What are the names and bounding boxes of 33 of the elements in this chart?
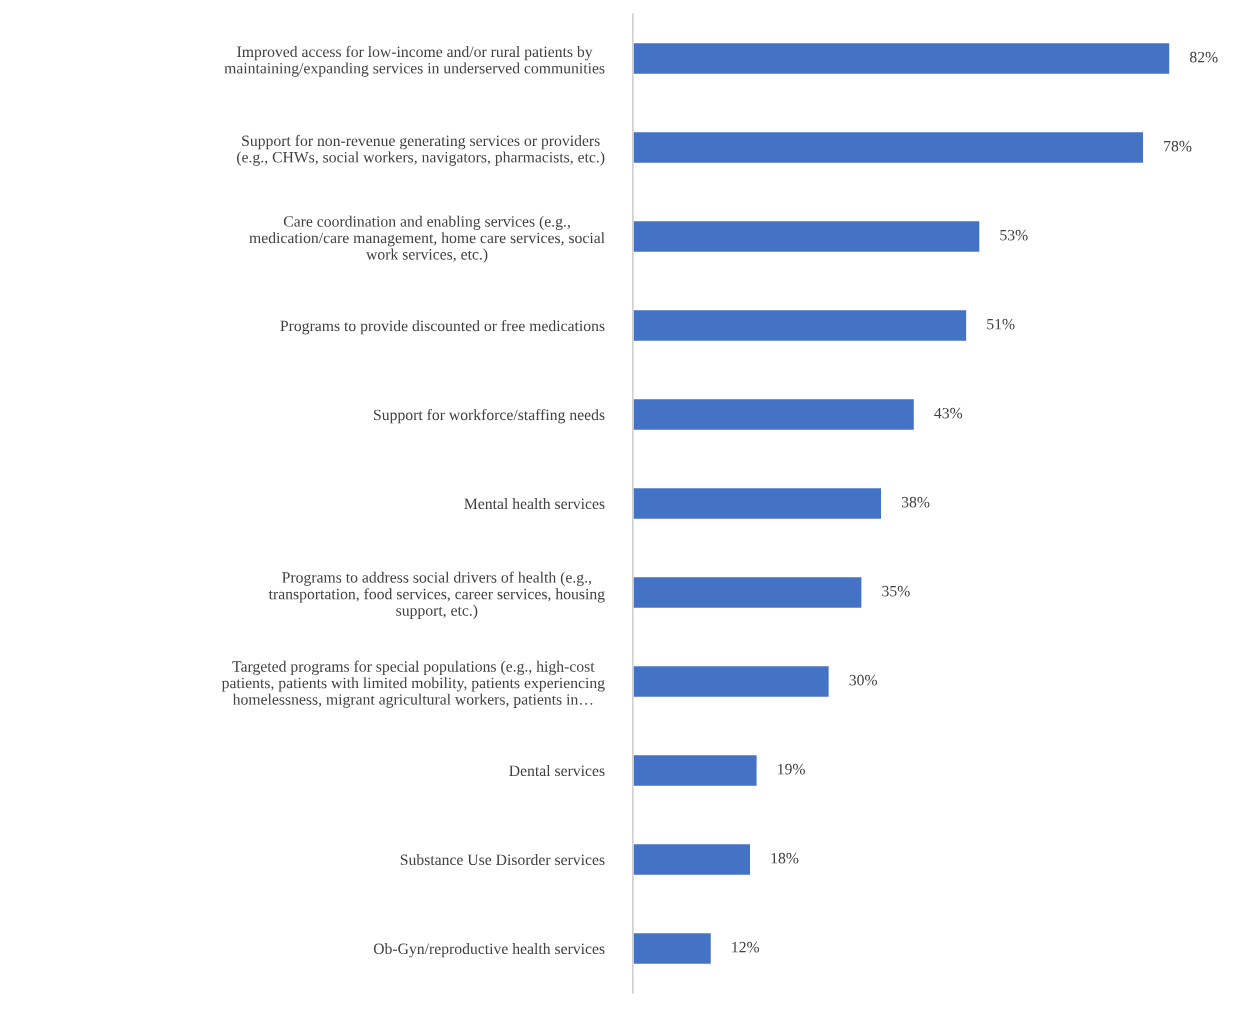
data-label: 35% (882, 585, 910, 597)
y-tick-label: Programs to address social drivers of health (e.g., transportation, food services, career services, housing support, etc.) (268, 571, 605, 619)
data-label: 30% (849, 674, 878, 686)
data-label: 12% (732, 941, 760, 953)
data-label: 51% (987, 318, 1015, 330)
bar (632, 931, 713, 966)
bar (632, 308, 968, 343)
y-tick-label: Care coordination and enabling services (e.g., medication/care management, home care services, social work services, etc.) (249, 215, 605, 263)
y-tick-label: Support for non-revenue generating services or providers (e.g., CHWs, social workers, navigators, pharmacists, etc.) (237, 134, 605, 166)
data-label: 19% (778, 763, 805, 775)
y-tick-label: Mental health services (464, 498, 605, 510)
data-label: 18% (771, 852, 799, 864)
bar (632, 397, 916, 432)
data-label: 78% (1164, 140, 1192, 152)
y-tick-label: Improved access for low-income and/or rural patients by maintaining/expanding services in underserved communities (224, 45, 605, 77)
bar (632, 664, 831, 699)
bar (632, 575, 863, 610)
bar (632, 219, 981, 254)
y-tick-label: Dental services (509, 765, 605, 777)
bar (632, 486, 883, 521)
bar (632, 842, 752, 877)
y-tick-label: Ob-Gyn/reproductive health services (373, 943, 605, 958)
bar (632, 753, 758, 788)
data-label: 38% (901, 496, 930, 508)
bar (632, 130, 1145, 165)
y-tick-label: Support for workforce/staffing needs (374, 408, 605, 424)
data-label: 82% (1189, 51, 1218, 63)
data-label: 43% (934, 407, 963, 419)
y-tick-label: Targeted programs for special populations (e.g., high-cost patients, patients with limited mobility, patients experiencing homelessness, migrant agricultural workers, patients in… (221, 660, 605, 708)
data-label: 53% (1000, 229, 1028, 241)
bar (632, 41, 1171, 76)
y-tick-label: Substance Use Disorder services (400, 854, 605, 866)
y-tick-label: Programs to provide discounted or free medications (280, 319, 605, 335)
